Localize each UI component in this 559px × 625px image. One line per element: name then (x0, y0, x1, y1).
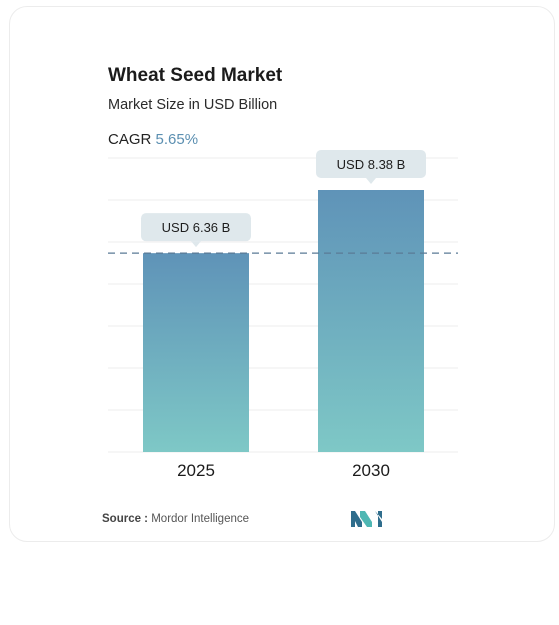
x-tick-2030: 2030 (352, 461, 390, 480)
data-label-text: USD 8.38 B (337, 157, 406, 172)
data-label-text: USD 6.36 B (162, 220, 231, 235)
chart-title: Wheat Seed Market (108, 65, 283, 86)
x-tick-2025: 2025 (177, 461, 215, 480)
data-label-pointer (191, 241, 201, 248)
data-label-box (316, 150, 426, 178)
source-label: Source : (102, 513, 149, 525)
bar-2030 (318, 190, 424, 452)
data-label-pointer (366, 178, 376, 184)
bar-2025 (143, 253, 249, 452)
data-label-2025: USD 6.36 B (141, 213, 251, 248)
cagr-text: CAGR 5.65% (108, 131, 198, 148)
bars (143, 190, 424, 452)
x-axis-ticks: 2025 2030 (177, 461, 390, 480)
chart-subtitle: Market Size in USD Billion (108, 97, 278, 113)
mordor-intelligence-logo-icon (351, 511, 382, 527)
data-labels: USD 6.36 B USD 8.38 B (141, 150, 426, 248)
source-note: Source : Mordor Intelligence (102, 513, 249, 525)
chart-card (9, 6, 555, 542)
source-name: Mordor Intelligence (151, 513, 250, 525)
cagr-value: 5.65% (155, 131, 199, 148)
cagr-label: CAGR (108, 131, 152, 148)
data-label-2030: USD 8.38 B (316, 150, 426, 184)
data-label-box (141, 213, 251, 242)
